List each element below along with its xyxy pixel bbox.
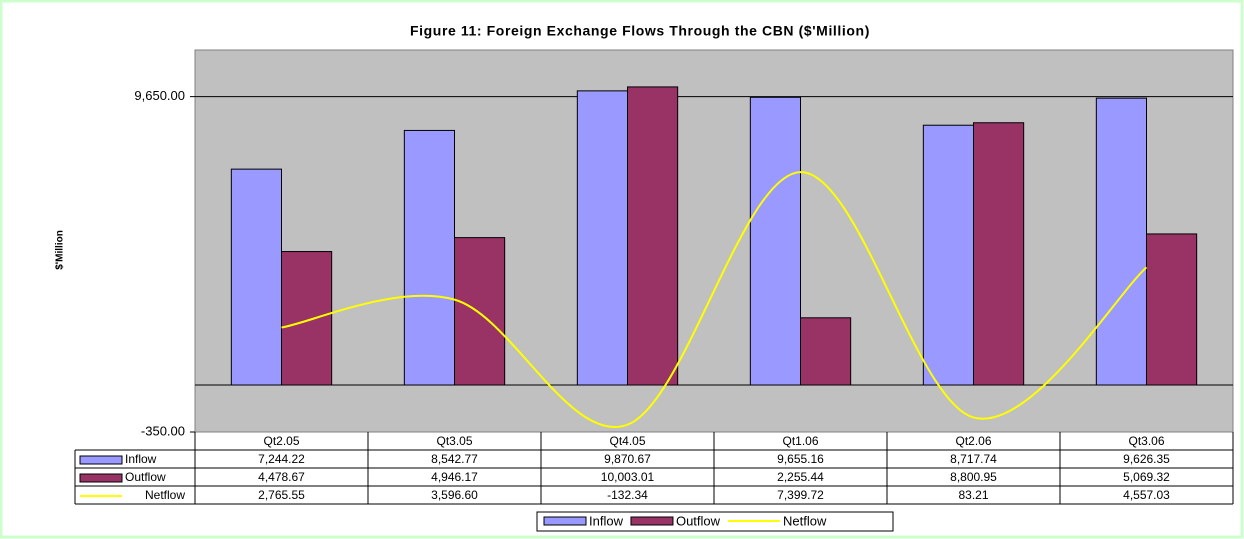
bar [922, 124, 975, 386]
data-label: 83.21 [958, 488, 988, 502]
table-series-name: Netflow [145, 488, 185, 502]
data-label: -132.34 [607, 488, 648, 502]
legend-key [79, 455, 123, 465]
bar [576, 90, 629, 386]
data-label: 4,557.03 [1123, 488, 1170, 502]
bar [1095, 97, 1147, 386]
data-label: 7,244.22 [258, 452, 305, 466]
chart-title: Figure 11: Foreign Exchange Flows Throug… [410, 23, 870, 39]
data-label: 10,003.01 [601, 470, 655, 484]
legend-label: Outflow [676, 513, 721, 528]
table-series-name: Inflow [125, 452, 157, 466]
bar [230, 168, 282, 386]
legend-key [79, 473, 123, 483]
data-label: 9,626.35 [1123, 452, 1170, 466]
data-label: 8,800.95 [950, 470, 997, 484]
bar [749, 96, 802, 386]
x-tick-label: Qt3.05 [436, 434, 472, 448]
bar [454, 237, 506, 386]
data-label: 8,717.74 [950, 452, 997, 466]
x-tick-label: Qt2.05 [263, 434, 299, 448]
data-label: 8,542.77 [431, 452, 478, 466]
table-series-name: Outflow [125, 470, 166, 484]
y-axis-label: $'Million [55, 230, 66, 270]
legend-key [630, 516, 674, 526]
data-label: 4,478.67 [258, 470, 305, 484]
bar [1146, 233, 1198, 386]
legend-key [543, 516, 587, 526]
y-tick-label: 9,650.00 [134, 88, 185, 103]
x-tick-label: Qt3.06 [1128, 434, 1164, 448]
legend-label: Inflow [589, 513, 624, 528]
x-tick-label: Qt4.05 [609, 434, 645, 448]
data-label: 3,596.60 [431, 488, 478, 502]
x-tick-label: Qt2.06 [955, 434, 991, 448]
legend-label: Netflow [783, 513, 827, 528]
bar [973, 122, 1025, 386]
legend [536, 511, 894, 532]
bar [403, 129, 455, 386]
data-label: 7,399.72 [777, 488, 824, 502]
data-label: 2,255.44 [777, 470, 824, 484]
bar [800, 317, 852, 386]
data-label: 4,946.17 [431, 470, 478, 484]
data-label: 9,655.16 [777, 452, 824, 466]
data-label: 9,870.67 [604, 452, 651, 466]
bar [281, 251, 333, 386]
bar [627, 86, 679, 386]
data-label: 2,765.55 [258, 488, 305, 502]
data-label: 5,069.32 [1123, 470, 1170, 484]
x-tick-label: Qt1.06 [782, 434, 818, 448]
plot-area [194, 49, 1234, 433]
line [281, 171, 1148, 428]
y-tick-label: -350.00 [141, 423, 185, 438]
